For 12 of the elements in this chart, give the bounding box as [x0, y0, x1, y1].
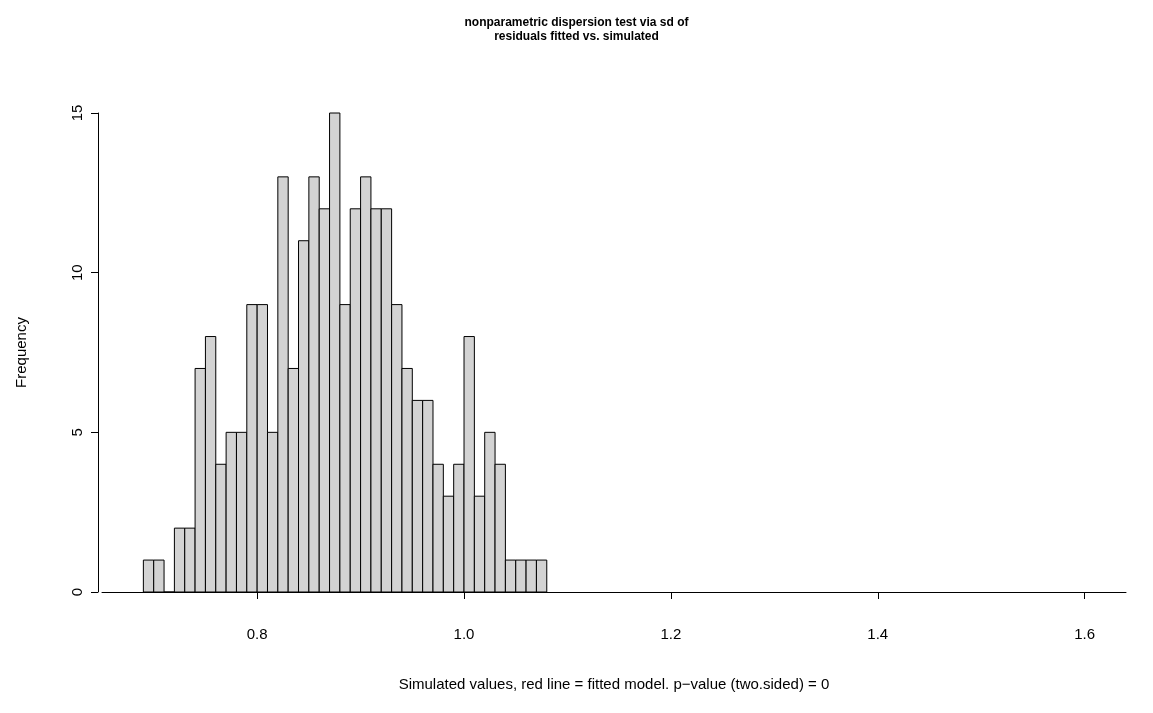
chart-title: nonparametric dispersion test via sd of residuals fitted vs. simulated: [464, 15, 690, 43]
y-tick-label: 0: [68, 587, 85, 597]
y-axis-title: Frequency: [12, 316, 29, 388]
x-tick-label: 1.4: [867, 625, 889, 642]
y-tick-label: 5: [68, 428, 85, 437]
x-tick-label: 0.8: [246, 625, 268, 642]
y-tick-label: 10: [68, 264, 85, 282]
y-tick-label: 15: [68, 104, 85, 122]
x-tick-label: 1.0: [453, 625, 475, 642]
x-tick-label: 1.6: [1074, 625, 1096, 642]
x-axis-title: Simulated values, red line = fitted model. p−value (two.sided) = 0: [398, 675, 830, 692]
x-tick-label: 1.2: [660, 625, 682, 642]
